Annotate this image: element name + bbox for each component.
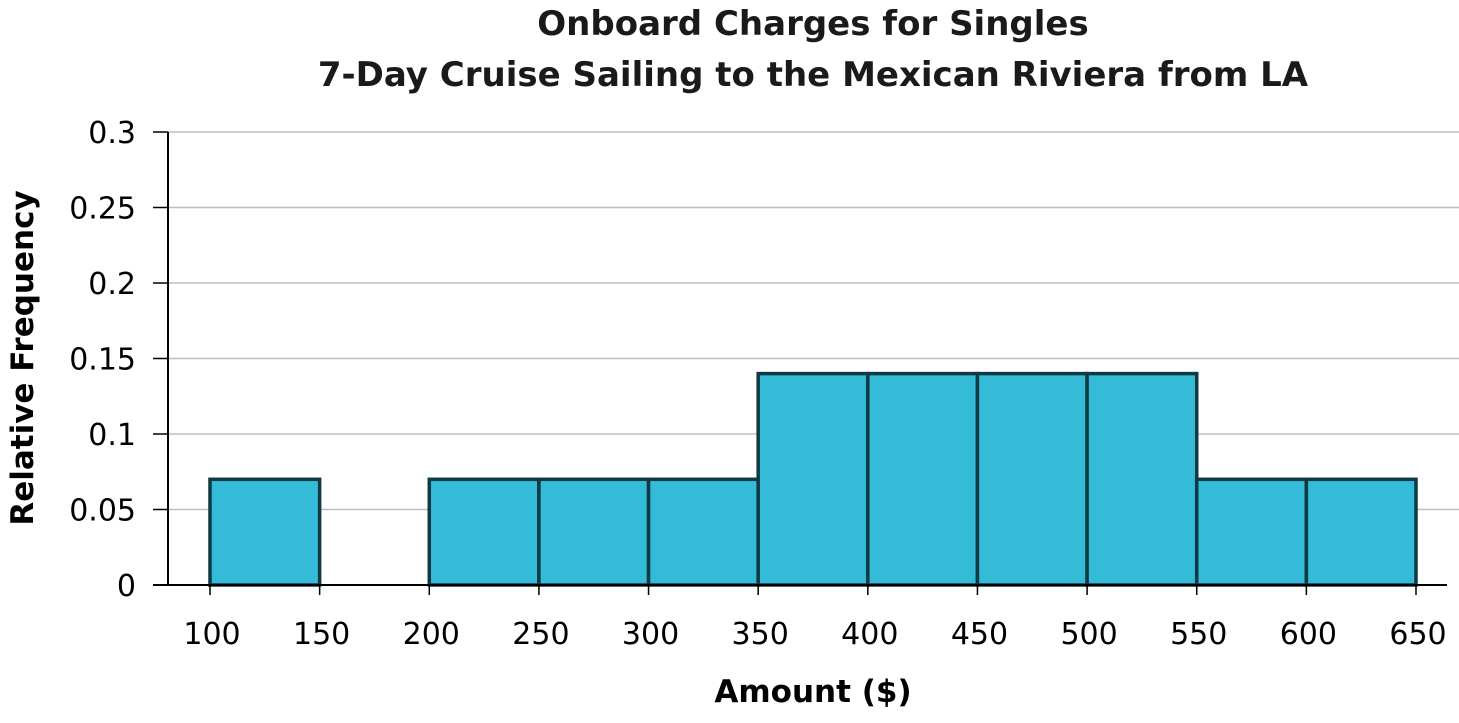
histogram-bar [646, 477, 760, 587]
histogram-bar [756, 371, 870, 587]
axes [153, 131, 1447, 595]
y-axis-tick-labels: 0 0.05 0.1 0.15 0.2 0.25 0.3 [69, 116, 136, 604]
histogram-bar [975, 371, 1089, 587]
y-tick-label: 0.3 [88, 116, 136, 151]
x-tick-label: 100 [183, 617, 240, 652]
y-tick-label: 0.15 [69, 343, 136, 378]
chart-title: Onboard Charges for Singles [537, 4, 1088, 44]
y-tick-label: 0 [117, 569, 136, 604]
x-tick-label: 550 [1170, 617, 1227, 652]
y-tick-label: 0.2 [88, 267, 136, 302]
x-tick-label: 600 [1280, 617, 1337, 652]
y-axis-title: Relative Frequency [5, 190, 41, 525]
chart-subtitle: 7-Day Cruise Sailing to the Mexican Rivi… [318, 55, 1309, 95]
x-axis-tick-labels: 100 150 200 250 300 350 400 450 500 550 600 650 [183, 617, 1446, 652]
x-axis-title: Amount ($) [714, 674, 911, 710]
histogram-bar [427, 477, 541, 587]
histogram-bar [1194, 477, 1309, 587]
y-tick-label: 0.1 [88, 418, 136, 453]
histogram-bar [208, 477, 322, 587]
histogram-bar [1085, 371, 1199, 587]
histogram-bars [208, 371, 1418, 587]
x-tick-label: 450 [951, 617, 1008, 652]
y-tick-label: 0.25 [69, 192, 136, 227]
x-tick-label: 300 [622, 617, 679, 652]
x-tick-label: 650 [1389, 617, 1446, 652]
x-tick-label: 250 [512, 617, 569, 652]
x-tick-label: 400 [841, 617, 898, 652]
x-tick-label: 350 [732, 617, 789, 652]
x-tick-label: 200 [403, 617, 460, 652]
histogram-bar [1304, 477, 1418, 587]
histogram-bar [537, 477, 651, 587]
histogram-bar [866, 371, 980, 587]
x-tick-label: 150 [293, 617, 350, 652]
y-tick-label: 0.05 [69, 494, 136, 529]
x-tick-label: 500 [1060, 617, 1117, 652]
